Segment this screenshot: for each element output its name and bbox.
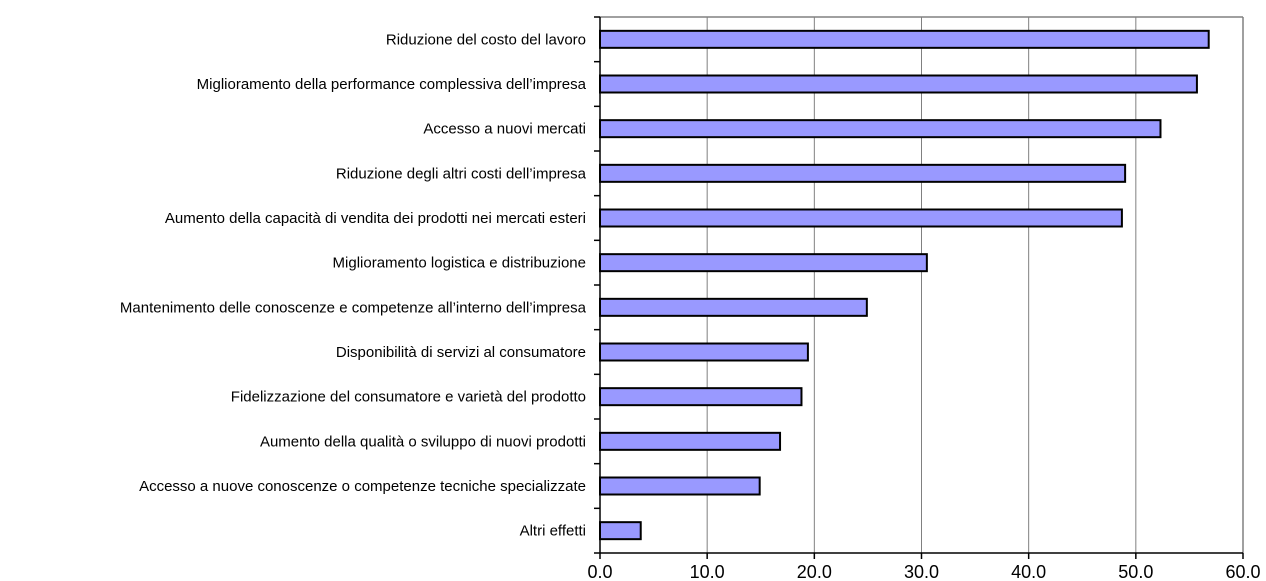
category-label-6: Mantenimento delle conoscenze e competen… [120, 299, 587, 316]
category-labels: Riduzione del costo del lavoro Migliorame… [120, 31, 587, 539]
bar-0 [599, 29, 1210, 49]
axes [594, 16, 1244, 559]
bar-7 [599, 342, 809, 362]
x-tick-label-3: 30.0 [904, 562, 939, 581]
bar-6 [599, 297, 868, 317]
category-label-11: Altri effetti [520, 523, 586, 540]
bars [599, 29, 1210, 541]
x-tick-label-5: 50.0 [1118, 562, 1153, 581]
category-label-5: Miglioramento logistica e distribuzione [333, 255, 586, 272]
bar-4 [599, 208, 1123, 228]
tick-labels: 0.0 10.0 20.0 30.0 40.0 50.0 60.0 [587, 562, 1260, 581]
x-tick-label-4: 40.0 [1011, 562, 1046, 581]
gridlines [706, 17, 1244, 553]
category-label-2: Accesso a nuovi mercati [423, 121, 586, 138]
bar-8 [599, 387, 803, 407]
category-label-0: Riduzione del costo del lavoro [386, 31, 586, 48]
x-tick-label-6: 60.0 [1225, 562, 1260, 581]
x-tick-label-1: 10.0 [690, 562, 725, 581]
bar-9 [599, 431, 782, 451]
category-label-3: Riduzione degli altri costi dell’impresa [336, 165, 587, 182]
x-tick-label-0: 0.0 [587, 562, 612, 581]
category-label-1: Miglioramento della performance compless… [197, 76, 587, 93]
bar-10 [599, 476, 761, 496]
bar-3 [599, 163, 1127, 183]
x-tick-label-2: 20.0 [797, 562, 832, 581]
bar-1 [599, 74, 1198, 94]
category-label-10: Accesso a nuove conoscenze o competenze … [139, 478, 586, 495]
category-label-7: Disponibilità di servizi al consumatore [336, 344, 586, 361]
bar-5 [599, 253, 928, 273]
category-label-8: Fidelizzazione del consumatore e varietà… [231, 389, 586, 406]
bar-11 [599, 521, 642, 541]
category-label-9: Aumento della qualità o sviluppo di nuov… [260, 433, 586, 450]
category-label-4: Aumento della capacità di vendita dei pr… [165, 210, 586, 227]
bar-2 [599, 119, 1162, 139]
